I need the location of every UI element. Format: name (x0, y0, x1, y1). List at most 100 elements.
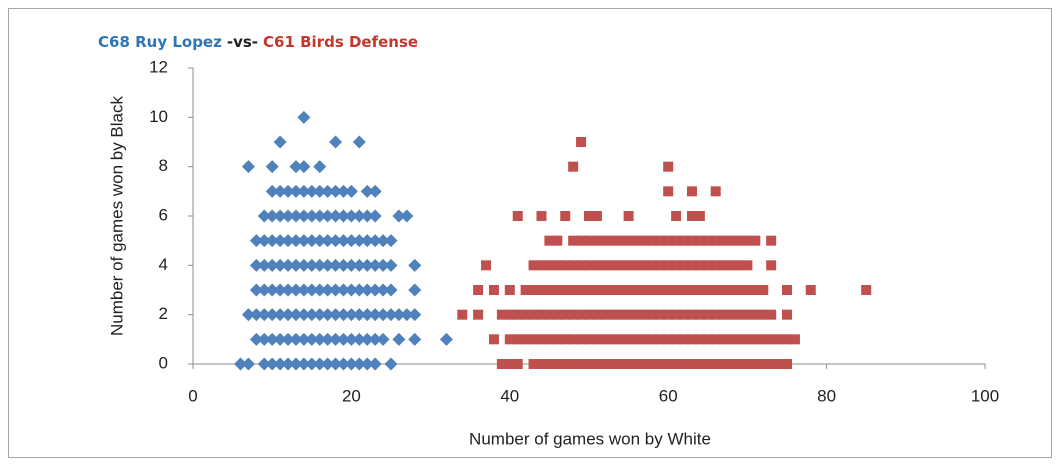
point (520, 285, 531, 295)
point (726, 260, 737, 271)
point (694, 235, 705, 246)
point (344, 283, 358, 297)
point (694, 211, 705, 221)
y-tick-label: 4 (159, 255, 168, 274)
point (568, 235, 579, 246)
point (734, 309, 745, 320)
point (655, 235, 666, 246)
point (281, 184, 295, 198)
point (742, 285, 753, 295)
point (671, 211, 682, 221)
point (631, 359, 642, 369)
point (321, 308, 335, 322)
point (392, 209, 406, 223)
point (655, 334, 666, 345)
point (552, 285, 563, 295)
point (273, 184, 287, 198)
point (504, 334, 515, 345)
point (313, 308, 327, 322)
point (305, 357, 319, 371)
point (591, 211, 602, 221)
point (766, 359, 777, 369)
point (544, 334, 555, 345)
point (718, 309, 729, 320)
point (584, 309, 594, 320)
point (861, 285, 872, 295)
point (234, 357, 248, 371)
point (536, 260, 547, 271)
point (584, 359, 594, 369)
point (686, 334, 697, 345)
point (321, 357, 335, 371)
point (321, 332, 335, 346)
point (686, 211, 697, 221)
point (782, 359, 792, 369)
point (686, 186, 697, 197)
point (457, 309, 468, 320)
title-part: -vs- (227, 33, 258, 51)
point (257, 357, 271, 371)
point (265, 283, 279, 297)
point (249, 234, 263, 248)
point (281, 283, 295, 297)
point (679, 334, 690, 345)
point (281, 332, 295, 346)
point (568, 285, 579, 295)
point (384, 258, 398, 272)
point (710, 334, 721, 345)
point (313, 258, 327, 272)
point (789, 334, 800, 345)
point (710, 235, 721, 246)
point (249, 258, 263, 272)
point (718, 260, 729, 271)
point (265, 357, 279, 371)
point (336, 258, 350, 272)
point (639, 235, 650, 246)
point (439, 332, 453, 346)
title-part: C61 Birds Defense (263, 33, 418, 51)
point (360, 184, 374, 198)
point (265, 234, 279, 248)
point (568, 161, 579, 172)
point (631, 260, 642, 271)
point (536, 359, 547, 369)
point (742, 359, 753, 369)
point (313, 283, 327, 297)
point (726, 309, 737, 320)
point (663, 186, 674, 197)
point (313, 332, 327, 346)
y-axis-label: Number of games won by Black (107, 96, 126, 336)
point (281, 357, 295, 371)
point (647, 309, 658, 320)
point (504, 359, 515, 369)
y-tick-label: 2 (159, 304, 168, 323)
point (408, 308, 422, 322)
point (408, 283, 422, 297)
y-tick-label: 8 (159, 156, 168, 175)
y-tick-label: 10 (149, 107, 168, 126)
point (289, 283, 303, 297)
y-tick-label: 0 (159, 353, 168, 372)
point (368, 209, 382, 223)
point (647, 359, 658, 369)
point (607, 334, 618, 345)
point (336, 209, 350, 223)
point (305, 234, 319, 248)
point (702, 334, 713, 345)
point (702, 359, 713, 369)
point (726, 334, 737, 345)
point (488, 334, 499, 345)
point (273, 234, 287, 248)
point (726, 359, 737, 369)
point (694, 309, 705, 320)
point (686, 359, 697, 369)
point (520, 309, 531, 320)
point (663, 260, 674, 271)
point (694, 359, 705, 369)
point (384, 283, 398, 297)
point (560, 334, 571, 345)
point (297, 283, 311, 297)
x-axis-label: Number of games won by White (469, 429, 711, 448)
point (473, 309, 484, 320)
point (376, 234, 390, 248)
